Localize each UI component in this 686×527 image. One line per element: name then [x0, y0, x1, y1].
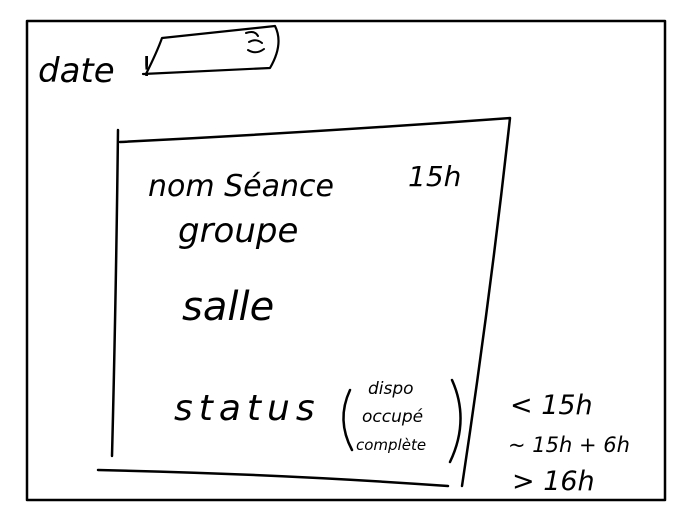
status-option-occupe[interactable]: occupé: [362, 407, 423, 427]
status-options[interactable]: dispo occupé complète: [356, 379, 426, 454]
session-name-label: nom Séance: [148, 169, 334, 204]
date-label: date: [38, 51, 115, 91]
session-time: 15h: [408, 160, 461, 193]
status-option-dispo[interactable]: dispo: [368, 379, 414, 399]
date-separator: !: [141, 50, 152, 83]
date-field[interactable]: date !: [38, 24, 280, 91]
calendar-icon[interactable]: [245, 31, 265, 54]
outer-frame: [25, 19, 667, 502]
status-close-paren: [448, 378, 462, 464]
session-card[interactable]: nom Séance 15h groupe salle status dispo…: [96, 116, 512, 488]
time-legend-item: < 15h: [510, 390, 593, 421]
status-label: status: [174, 388, 321, 429]
time-legend-item: > 16h: [512, 466, 595, 497]
time-legend: < 15h ~ 15h + 6h > 16h: [508, 390, 630, 497]
status-option-complete[interactable]: complète: [356, 436, 426, 454]
time-legend-item: ~ 15h + 6h: [508, 433, 630, 457]
session-card-border: [96, 116, 512, 488]
group-label: groupe: [178, 211, 298, 251]
date-input[interactable]: [141, 24, 280, 76]
status-open-paren: [342, 388, 354, 452]
room-label: salle: [182, 284, 274, 330]
